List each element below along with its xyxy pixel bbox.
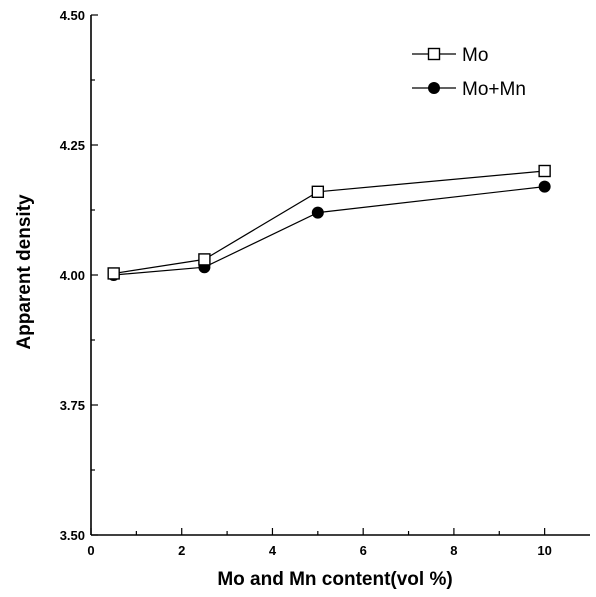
legend-entry: Mo+Mn (412, 79, 526, 100)
legend: Mo Mo+Mn (412, 45, 526, 100)
legend-label: Mo (462, 45, 488, 66)
series-mo (107, 164, 551, 280)
legend-label: Mo+Mn (462, 79, 526, 100)
data-point (198, 253, 211, 266)
data-point (311, 206, 324, 219)
x-tick-label: 10 (537, 543, 551, 558)
series-line (113, 170, 545, 275)
data-point (538, 180, 551, 193)
legend-marker (427, 47, 441, 61)
data-point (311, 185, 325, 199)
x-axis-ticks: 0 2 4 6 8 10 (87, 528, 552, 558)
y-tick-label: 4.50 (60, 8, 85, 23)
x-tick-label: 4 (269, 543, 277, 558)
y-axis-title: Apparent density (14, 194, 35, 350)
y-tick-label: 4.00 (60, 268, 85, 283)
legend-entry: Mo (412, 45, 488, 66)
data-series (107, 164, 551, 281)
x-tick-label: 6 (360, 543, 367, 558)
series-mo-mn (107, 180, 551, 281)
data-point (107, 267, 120, 280)
y-tick-label: 4.25 (60, 138, 85, 153)
y-axis-ticks: 3.50 3.75 4.00 4.25 4.50 (60, 8, 98, 543)
y-tick-label: 3.75 (60, 398, 85, 413)
x-axis-title: Mo and Mn content(vol %) (217, 569, 452, 590)
data-point (538, 164, 551, 178)
x-tick-label: 2 (178, 543, 185, 558)
y-tick-label: 3.50 (60, 528, 85, 543)
series-line (113, 186, 545, 276)
x-tick-label: 0 (87, 543, 94, 558)
legend-marker (428, 82, 440, 94)
x-tick-label: 8 (450, 543, 457, 558)
